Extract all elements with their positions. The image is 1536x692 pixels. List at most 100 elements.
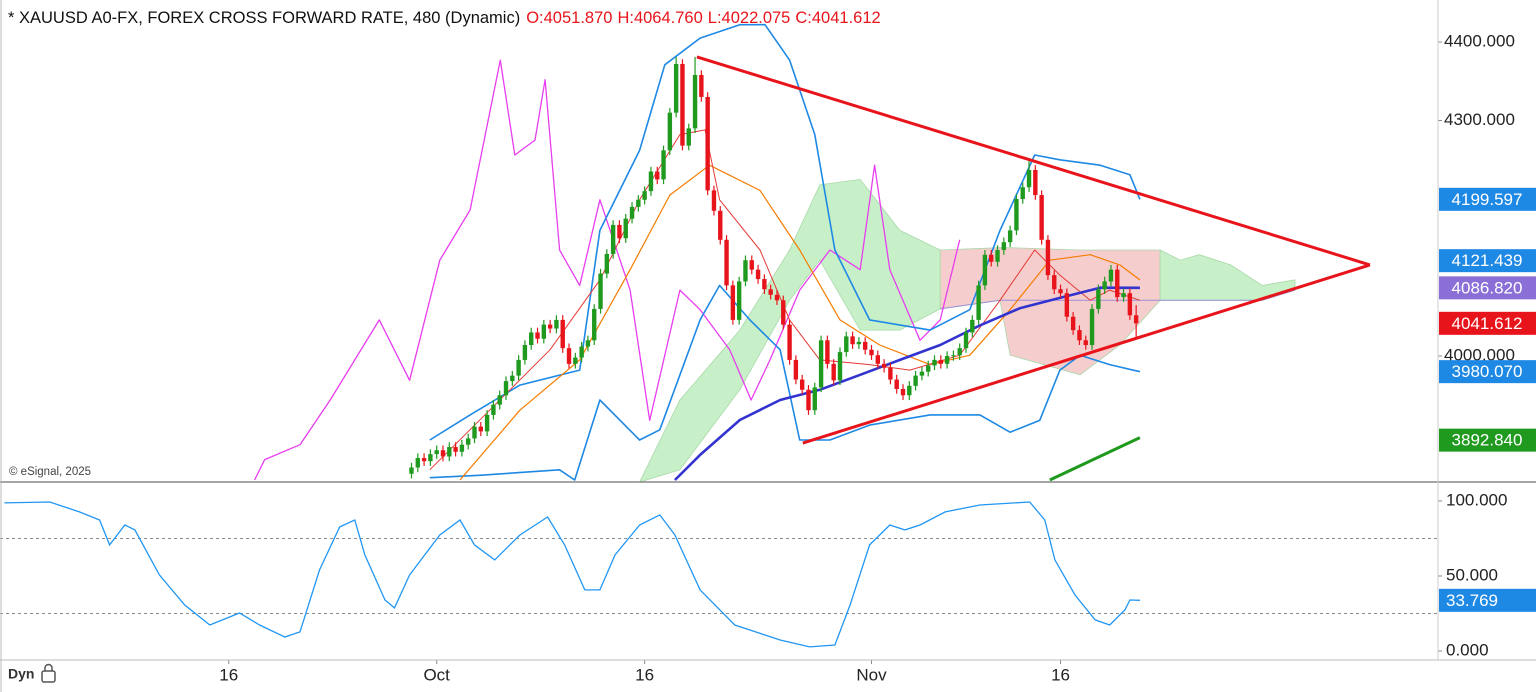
candle-body: [711, 190, 717, 211]
candle-body: [598, 273, 603, 309]
candle-body: [1108, 269, 1114, 282]
candle-body: [661, 150, 666, 180]
candle-body: [705, 96, 710, 191]
candle-body: [982, 254, 988, 286]
candle-body: [585, 340, 591, 347]
candle-body: [944, 356, 950, 364]
candle-body: [1039, 195, 1044, 240]
candle-body: [1020, 187, 1025, 200]
candle-body: [623, 218, 628, 239]
candle-body: [1121, 293, 1126, 298]
candle-body: [1033, 169, 1038, 196]
lock-icon[interactable]: [41, 663, 56, 683]
candle-body: [787, 324, 792, 360]
candle-body: [560, 319, 565, 349]
candle-body: [1045, 239, 1051, 276]
candle-body: [963, 332, 969, 349]
x-tick-label: 16: [219, 665, 238, 684]
candle-body: [692, 74, 698, 129]
candle-body: [642, 191, 647, 200]
candle-body: [1102, 281, 1107, 290]
candle-body: [699, 74, 704, 97]
price-label: 3892.840: [1452, 431, 1523, 450]
candle-body: [718, 210, 723, 240]
candle-body: [629, 206, 635, 219]
ohlc-open: O:4051.870: [526, 9, 612, 27]
candle-body: [673, 63, 679, 113]
candle-body: [774, 294, 780, 301]
candle-body: [604, 253, 610, 274]
trend-line: [696, 55, 1371, 267]
candle-body: [755, 269, 761, 280]
y-tick-label: 100.000: [1446, 490, 1507, 509]
trend-line: [1049, 436, 1141, 482]
price-label-box: [1439, 276, 1536, 300]
ohlc-high: H:4064.760: [617, 9, 702, 27]
candle-body: [743, 260, 748, 282]
candle-body: [900, 388, 906, 396]
candle-body: [831, 363, 836, 381]
candle-body: [976, 285, 981, 320]
candle-body: [686, 128, 691, 146]
candle-body: [938, 359, 944, 364]
candle-body: [970, 319, 975, 333]
candle-body: [1077, 330, 1082, 341]
price-label-box: [1439, 360, 1536, 384]
x-tick-label: Oct: [423, 665, 450, 684]
candle-body: [995, 250, 1000, 262]
x-tick-label: 16: [1051, 665, 1070, 684]
candle-body: [736, 281, 742, 320]
watermark: © eSignal, 2025: [9, 466, 91, 478]
indicator-line: [673, 286, 1140, 481]
candle-body: [1058, 289, 1063, 294]
candle-body: [535, 332, 540, 339]
dynamic-mode[interactable]: Dyn: [8, 666, 34, 682]
trend-line: [802, 263, 1371, 445]
indicator-line: [429, 284, 1141, 481]
candle-body: [459, 444, 465, 452]
indicator-line: [429, 23, 1141, 441]
candle-body: [1026, 169, 1032, 188]
candle-body: [491, 404, 496, 415]
candle-body: [680, 63, 685, 146]
candle-body: [762, 279, 767, 290]
candle-body: [440, 450, 446, 457]
price-label: 3980.070: [1452, 362, 1523, 381]
candle-body: [812, 387, 817, 411]
candle-body: [434, 450, 439, 455]
price-label-box: [1439, 311, 1536, 335]
candle-body: [919, 371, 925, 376]
candle-body: [579, 346, 584, 358]
candle-body: [592, 308, 597, 341]
y-tick-label: 50.000: [1446, 565, 1498, 584]
candle-body: [472, 426, 477, 439]
x-tick-label: Nov: [856, 665, 887, 684]
y-tick-label: 4400.000: [1444, 31, 1515, 50]
candle-body: [428, 454, 433, 462]
candle-body: [781, 300, 786, 325]
candle-body: [516, 359, 521, 376]
candle-body: [989, 254, 994, 262]
axes: 4400.000 4300.000 4000.000 16 Oct 16 Nov 16 4199…: [219, 31, 1536, 684]
candle-body: [1064, 293, 1070, 317]
candle-body: [818, 340, 824, 388]
candle-body: [913, 375, 918, 386]
candle-body: [837, 352, 843, 381]
y-tick-label: 4000.000: [1444, 345, 1515, 364]
price-panel: [254, 23, 1371, 482]
candle-body: [554, 319, 559, 329]
candle-body: [856, 341, 862, 345]
candle-body: [547, 324, 553, 329]
candle-body: [522, 345, 528, 360]
candle-body: [1070, 316, 1076, 331]
candle-body: [529, 332, 534, 346]
candle-body: [850, 336, 855, 345]
candle-body: [655, 171, 660, 180]
candle-body: [825, 340, 830, 364]
lock-body: [41, 670, 56, 683]
candle-body: [617, 224, 622, 239]
candle-body: [478, 426, 484, 432]
candle-body: [875, 355, 880, 364]
price-label: 4121.439: [1452, 251, 1523, 270]
